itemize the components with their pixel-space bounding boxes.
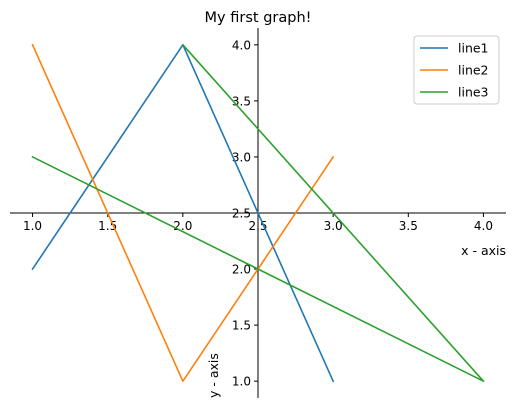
y-tick-label: 2.5 — [232, 207, 251, 221]
legend: line1 line2 line3 — [413, 35, 500, 105]
x-tick-label: 3.0 — [324, 219, 343, 233]
y-tick-label: 3.0 — [232, 150, 251, 164]
x-tick-label: 3.5 — [399, 219, 418, 233]
legend-label-line2: line2 — [458, 63, 489, 78]
y-tick-label: 2.0 — [232, 263, 251, 277]
x-tick-label: 1.0 — [23, 219, 42, 233]
y-tick-label: 1.0 — [232, 375, 251, 389]
x-axis-label: x - axis — [461, 243, 506, 258]
chart-title: My first graph! — [205, 10, 312, 26]
series-line-line3 — [31, 44, 485, 383]
series-layer — [31, 43, 485, 383]
legend-label-line1: line1 — [458, 41, 489, 56]
series-line-line2 — [31, 43, 335, 382]
axes: 1.0 1.5 2.0 2.5 3.0 3.5 4.01.01.52.02.53.03.54… — [10, 28, 506, 398]
y-axis-label: y - axis — [206, 353, 221, 398]
legend-label-line3: line3 — [458, 85, 489, 100]
y-tick-label: 3.5 — [232, 94, 251, 108]
legend-box — [413, 35, 500, 105]
y-tick-label: 4.0 — [232, 38, 251, 52]
y-tick-label: 1.5 — [232, 319, 251, 333]
x-tick-label: 4.0 — [474, 219, 493, 233]
